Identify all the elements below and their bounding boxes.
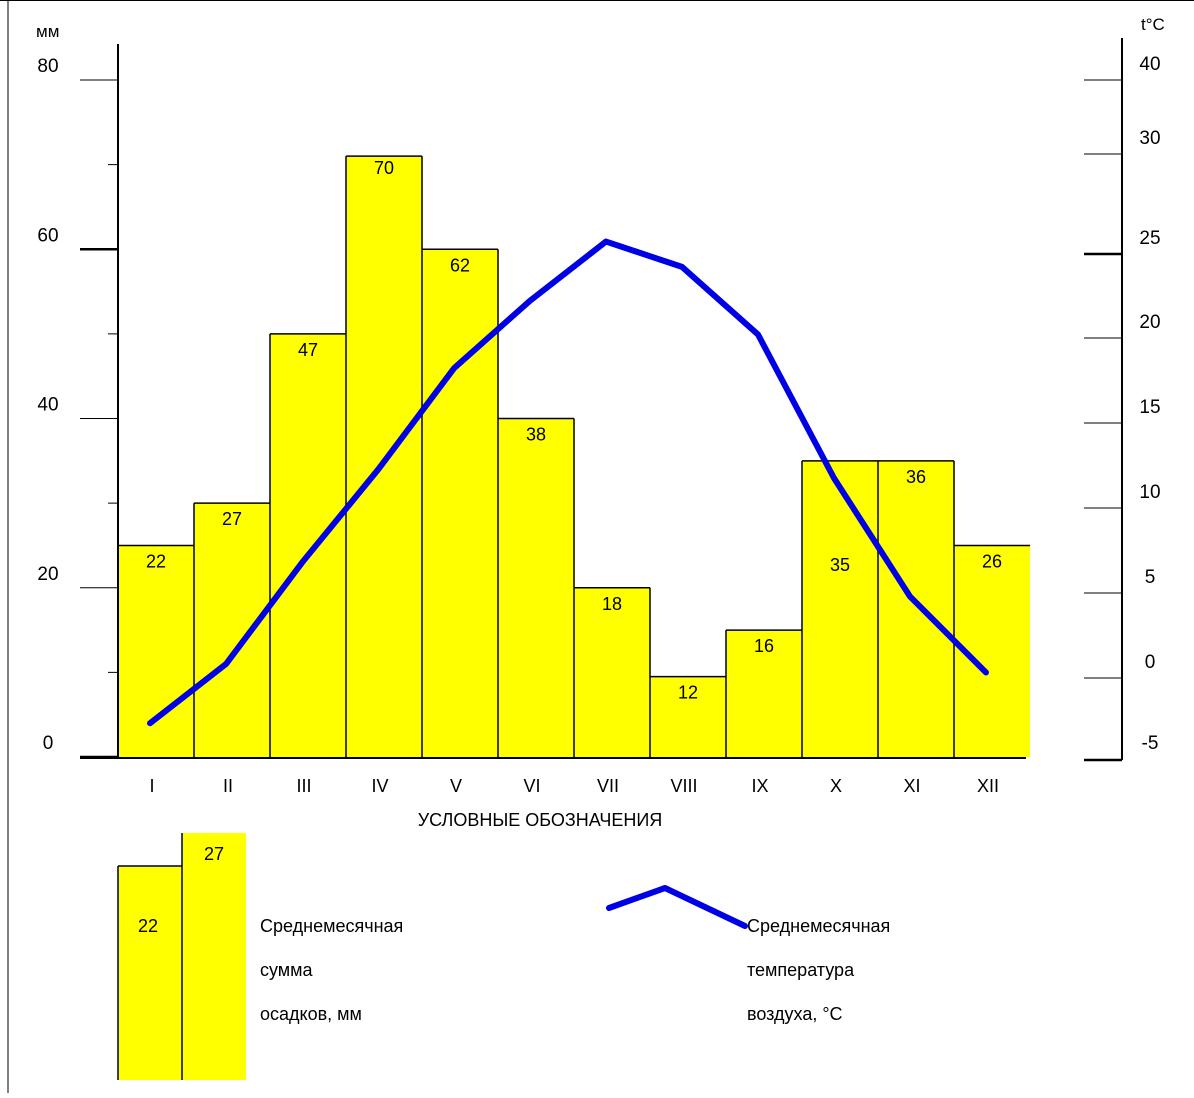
- legend-line-text-1: температура: [747, 960, 855, 980]
- left-tick-label-80: 80: [37, 56, 58, 77]
- right-tick-label-25: 25: [1139, 228, 1160, 249]
- temperature-series: [147, 238, 989, 727]
- month-label-III: III: [296, 776, 311, 796]
- bar-label-I: 22: [146, 551, 166, 571]
- bar-XI: [878, 460, 954, 757]
- right-tick-label-10: 10: [1139, 482, 1160, 503]
- right-tick-label-30: 30: [1139, 128, 1160, 149]
- temp-point-II: [224, 662, 228, 666]
- bar-IV: [346, 156, 422, 758]
- temperature-line: [147, 238, 989, 727]
- month-label-X: X: [830, 776, 842, 796]
- bar-label-IV: 70: [374, 158, 394, 178]
- bar-I: [118, 545, 194, 757]
- bar-X: [802, 460, 878, 757]
- temp-point-XII: [984, 671, 988, 674]
- left-tick-label-60: 60: [37, 225, 58, 246]
- legend-bar-2-label: 27: [204, 844, 224, 864]
- bar-label-III: 47: [298, 340, 318, 360]
- legend-bar-2: [182, 833, 246, 1080]
- bar-label-XII: 26: [982, 551, 1002, 571]
- left-axis: 0 20 40 60 80: [37, 44, 1026, 759]
- bar-label-VI: 38: [526, 425, 546, 445]
- temp-point-V: [452, 366, 456, 370]
- left-tick-label-40: 40: [37, 395, 58, 416]
- bar-IX: [726, 630, 802, 757]
- month-label-V: V: [450, 776, 462, 796]
- month-label-IV: IV: [371, 776, 388, 796]
- month-label-VII: VII: [597, 776, 619, 796]
- bar-VI: [498, 418, 574, 757]
- month-label-VIII: VIII: [670, 776, 697, 796]
- right-axis-unit: t°C: [1141, 15, 1165, 34]
- bar-label-IX: 16: [754, 636, 774, 656]
- temp-point-I: [148, 721, 152, 725]
- right-tick-label-5: 5: [1145, 567, 1156, 588]
- right-tick-label-15: 15: [1139, 397, 1160, 418]
- month-labels: I II III IV V VI VII VIII IX X XI XII: [149, 776, 999, 796]
- legend-line-text-0: Среднемесячная: [747, 916, 890, 936]
- temp-point-III: [300, 561, 304, 565]
- bar-VIII: [650, 676, 726, 757]
- precipitation-bars: [117, 155, 1030, 758]
- month-label-VI: VI: [523, 776, 540, 796]
- temp-point-XI: [908, 594, 912, 598]
- left-tick-label-20: 20: [37, 564, 58, 585]
- bar-label-II: 27: [222, 509, 242, 529]
- right-tick-label-20: 20: [1139, 312, 1160, 333]
- month-label-XII: XII: [977, 776, 999, 796]
- month-label-XI: XI: [903, 776, 920, 796]
- precipitation-labels: 22 27 47 70 62 38 18 12 16 35 36 26: [146, 158, 1002, 702]
- legend-bar-text-2: осадков, мм: [260, 1004, 362, 1024]
- bar-V: [422, 249, 498, 757]
- right-tick-label--5: -5: [1142, 733, 1159, 754]
- month-label-II: II: [223, 776, 233, 796]
- legend-line-text-2: воздуха, °C: [747, 1004, 843, 1024]
- temp-point-X: [832, 476, 836, 480]
- legend-bar-1: [118, 866, 182, 1080]
- month-label-I: I: [149, 776, 154, 796]
- right-tick-label-40: 40: [1139, 54, 1160, 75]
- bar-label-V: 62: [450, 255, 470, 275]
- legend-line-sample: [606, 885, 748, 929]
- legend-bar-text-0: Среднемесячная: [260, 916, 403, 936]
- bar-III: [270, 333, 346, 757]
- bar-label-VIII: 12: [678, 683, 698, 703]
- temp-point-VII: [604, 240, 608, 244]
- temp-point-VI: [528, 299, 532, 303]
- right-tick-label-0: 0: [1145, 652, 1156, 673]
- bar-label-XI: 36: [906, 467, 926, 487]
- bar-label-VII: 18: [602, 594, 622, 614]
- temp-point-IX: [756, 333, 760, 336]
- temp-point-VIII: [680, 265, 684, 269]
- left-tick-label-0: 0: [43, 733, 54, 754]
- legend-bar-text-1: сумма: [260, 960, 314, 980]
- legend: 22 27 Среднемесячная сумма осадков, мм Средне…: [117, 833, 890, 1080]
- bar-VII: [574, 587, 650, 757]
- right-axis: -5 0 5 10 15 20 25 30 40: [1084, 38, 1161, 762]
- bar-II: [194, 503, 270, 757]
- bar-label-X: 35: [830, 555, 850, 575]
- left-axis-unit: мм: [36, 22, 59, 41]
- month-label-IX: IX: [751, 776, 768, 796]
- temp-point-IV: [376, 468, 380, 472]
- legend-header: УСЛОВНЫЕ ОБОЗНАЧЕНИЯ: [418, 810, 663, 830]
- legend-bar-1-label: 22: [138, 916, 158, 936]
